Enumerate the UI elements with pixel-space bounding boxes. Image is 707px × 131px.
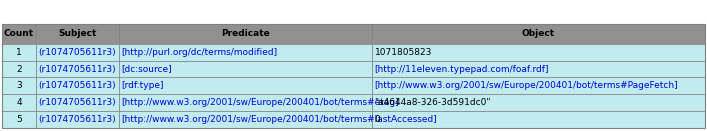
Bar: [372, 24, 705, 44]
Bar: [36, 94, 119, 111]
Text: (r1074705611r3): (r1074705611r3): [39, 65, 117, 73]
Text: [http://11eleven.typepad.com/foaf.rdf]: [http://11eleven.typepad.com/foaf.rdf]: [375, 65, 549, 73]
Bar: [119, 94, 372, 111]
Bar: [2, 111, 36, 128]
Bar: [36, 61, 119, 77]
Bar: [119, 77, 372, 94]
Text: Predicate: Predicate: [221, 29, 269, 38]
Bar: [372, 61, 705, 77]
Text: Object: Object: [522, 29, 555, 38]
Bar: [2, 44, 36, 61]
Text: [dc:source]: [dc:source]: [122, 65, 173, 73]
Text: Count: Count: [4, 29, 34, 38]
Text: "a4644a8-326-3d591dc0": "a4644a8-326-3d591dc0": [375, 98, 491, 107]
Text: (r1074705611r3): (r1074705611r3): [39, 115, 117, 124]
Bar: [372, 111, 705, 128]
Bar: [119, 24, 372, 44]
Text: [http://www.w3.org/2001/sw/Europe/200401/bot/terms#etag]: [http://www.w3.org/2001/sw/Europe/200401…: [122, 98, 399, 107]
Bar: [372, 94, 705, 111]
Bar: [372, 77, 705, 94]
Bar: [119, 61, 372, 77]
Bar: [36, 77, 119, 94]
Text: 1: 1: [16, 48, 22, 57]
Text: [rdf:type]: [rdf:type]: [122, 81, 164, 90]
Bar: [2, 94, 36, 111]
Text: [http://www.w3.org/2001/sw/Europe/200401/bot/terms#PageFetch]: [http://www.w3.org/2001/sw/Europe/200401…: [375, 81, 678, 90]
Text: 0: 0: [375, 115, 380, 124]
Bar: [36, 44, 119, 61]
Text: 2: 2: [16, 65, 22, 73]
Text: (r1074705611r3): (r1074705611r3): [39, 81, 117, 90]
Text: (r1074705611r3): (r1074705611r3): [39, 98, 117, 107]
Bar: [36, 24, 119, 44]
Bar: [2, 61, 36, 77]
Bar: [2, 77, 36, 94]
Text: 3: 3: [16, 81, 22, 90]
Text: 5: 5: [16, 115, 22, 124]
Bar: [2, 24, 705, 128]
Bar: [372, 44, 705, 61]
Text: [http://purl.org/dc/terms/modified]: [http://purl.org/dc/terms/modified]: [122, 48, 278, 57]
Text: 4: 4: [16, 98, 22, 107]
Text: Subject: Subject: [58, 29, 96, 38]
Text: [http://www.w3.org/2001/sw/Europe/200401/bot/terms#lastAccessed]: [http://www.w3.org/2001/sw/Europe/200401…: [122, 115, 438, 124]
Text: 1071805823: 1071805823: [375, 48, 432, 57]
Bar: [119, 111, 372, 128]
Bar: [2, 24, 36, 44]
Text: (r1074705611r3): (r1074705611r3): [39, 48, 117, 57]
Bar: [119, 44, 372, 61]
Bar: [36, 111, 119, 128]
